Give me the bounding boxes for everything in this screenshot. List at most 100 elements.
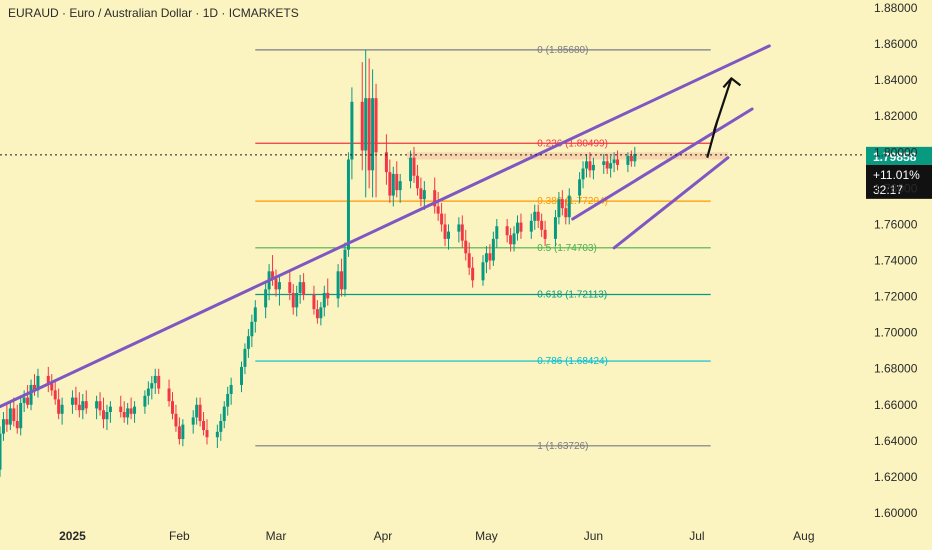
candle-body [102, 410, 105, 420]
candle [602, 154, 606, 174]
candle-body [512, 233, 516, 245]
trendlines-layer[interactable] [0, 44, 771, 409]
candle [481, 255, 485, 286]
candle [591, 157, 595, 180]
candle [122, 401, 126, 423]
candle-body [443, 224, 447, 239]
price-tick-label: 1.68000 [874, 362, 918, 376]
candle-body [205, 430, 209, 438]
candle-body [202, 421, 206, 431]
candle-body [447, 231, 450, 239]
candle [488, 244, 492, 270]
candle-body [229, 384, 233, 394]
candle-body [167, 388, 171, 402]
candle [540, 213, 544, 238]
wedge-upper[interactable] [571, 107, 754, 221]
candle [240, 361, 243, 393]
candle-body [464, 240, 468, 254]
candle-body [440, 213, 444, 225]
candle-body [143, 395, 147, 407]
price-tick-label: 1.78000 [874, 181, 918, 195]
candle [150, 375, 154, 400]
candle [340, 258, 344, 297]
candle [29, 379, 33, 411]
candle-body [74, 397, 78, 405]
candle [243, 343, 247, 375]
candle [536, 204, 540, 229]
candle [153, 368, 157, 394]
candle [26, 384, 30, 409]
price-tick-label: 1.80000 [874, 145, 918, 159]
candle-body [536, 211, 540, 221]
fibonacci-retracement[interactable]: 0 (1.85680) 0.236 (1.80499) 0.382 (1.77294… [255, 45, 711, 452]
candle-body [409, 157, 413, 182]
candle [222, 401, 226, 429]
candle-body [33, 384, 36, 391]
candle-body [108, 406, 112, 412]
candle [0, 426, 2, 477]
candle [395, 161, 399, 198]
time-axis[interactable]: 2025 Feb Mar Apr May Jun Jul Aug [59, 529, 814, 543]
candle [98, 392, 102, 416]
candle-body [322, 292, 326, 308]
candle-body [133, 406, 137, 414]
candle [412, 146, 416, 183]
current-price-layer: 1.79858 +11.01%32:17 [0, 146, 932, 199]
candle [57, 388, 61, 420]
candle [81, 393, 85, 420]
candle [436, 191, 440, 221]
fib-level-label: 0 (1.85680) [537, 45, 588, 56]
candle-body [1, 419, 5, 434]
candle-body [360, 101, 364, 151]
candle-body [153, 375, 157, 384]
candle [177, 417, 181, 445]
time-tick-label: 2025 [59, 529, 86, 543]
long-trendline[interactable] [0, 44, 771, 409]
price-tick-label: 1.66000 [874, 398, 918, 412]
candle [326, 278, 330, 306]
candle [578, 172, 582, 203]
candle-body [374, 98, 378, 153]
candle [553, 210, 557, 247]
candle [516, 215, 519, 241]
price-axis[interactable]: 1.88000 1.86000 1.84000 1.82000 1.80000 1.780… [874, 1, 918, 520]
candle-body [505, 226, 509, 236]
candle [119, 395, 123, 418]
candle [295, 285, 299, 317]
candle [19, 397, 23, 436]
resistance-zone[interactable] [407, 152, 728, 160]
candle [364, 49, 368, 198]
candle-body [302, 282, 306, 295]
candle [157, 368, 161, 394]
candle [467, 242, 471, 275]
candle [215, 424, 219, 449]
candle [277, 276, 281, 306]
candle-body [271, 271, 275, 279]
candle-body [150, 383, 154, 389]
chart-title: EURAUD · Euro / Australian Dollar · 1D ·… [8, 6, 299, 20]
wedge-lower[interactable] [612, 156, 730, 250]
candle-body [312, 294, 316, 310]
candle-body [398, 181, 402, 191]
projection-arrow-path[interactable] [706, 77, 733, 158]
candle-body [0, 433, 2, 470]
candle-body [274, 278, 278, 290]
candle-body [8, 408, 12, 425]
candle-body [529, 220, 533, 232]
time-tick-label: Apr [374, 529, 393, 543]
candle-body [98, 401, 102, 411]
time-tick-label: Jul [689, 529, 704, 543]
candle-body [26, 397, 30, 405]
candle [616, 150, 620, 171]
candle-body [157, 375, 161, 389]
candle [626, 152, 630, 173]
candle-body [371, 98, 375, 171]
resistance-zone-layer [407, 152, 728, 160]
candle [312, 285, 316, 315]
candle [371, 69, 375, 198]
candle [543, 220, 547, 247]
candle-body [253, 307, 257, 322]
candle-body [53, 390, 57, 400]
candle-body [240, 366, 243, 385]
